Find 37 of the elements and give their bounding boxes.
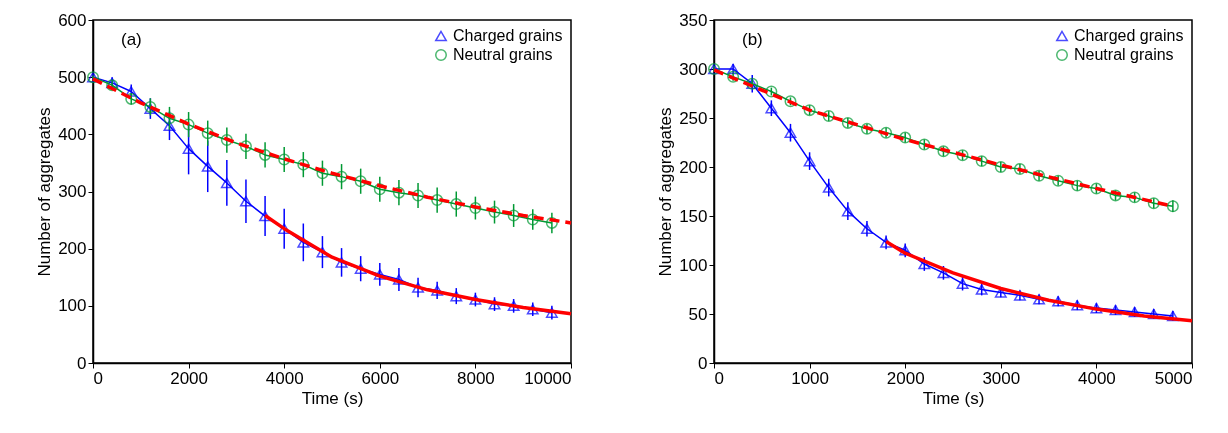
x-axis-title: Time (s) [922,388,985,408]
x-tick-label: 0 [93,368,103,388]
y-tick-label: 500 [58,67,87,87]
y-axis-title: Number of aggregates [35,107,55,277]
legend-label: Charged grains [1074,27,1184,44]
y-tick-label: 150 [679,206,708,226]
x-tick-label: 0 [714,368,724,388]
y-tick-label: 200 [58,239,87,259]
y-tick-label: 100 [58,296,87,316]
legend-label: Charged grains [453,27,563,44]
annotation: (a) [121,30,142,49]
x-tick-label: 10000 [524,368,572,388]
y-tick-label: 300 [679,59,708,79]
x-tick-label: 2000 [886,368,925,388]
annotation: (b) [742,30,763,49]
x-tick-label: 6000 [361,368,400,388]
y-tick-label: 0 [77,353,87,373]
legend-label: Neutral grains [453,46,553,63]
y-tick-label: 350 [679,10,708,30]
y-tick-label: 250 [679,108,708,128]
y-tick-label: 200 [679,157,708,177]
y-tick-label: 100 [679,255,708,275]
x-tick-label: 8000 [456,368,495,388]
x-tick-label: 5000 [1154,368,1193,388]
y-tick-label: 0 [698,353,708,373]
y-tick-label: 600 [58,10,87,30]
y-tick-label: 50 [688,304,708,324]
x-tick-label: 4000 [265,368,304,388]
x-tick-label: 4000 [1077,368,1116,388]
y-axis-title: Number of aggregates [656,107,676,277]
y-tick-label: 300 [58,182,87,201]
legend-label: Neutral grains [1074,46,1174,63]
x-tick-label: 3000 [982,368,1021,388]
x-tick-label: 2000 [170,368,209,388]
x-axis-title: Time (s) [301,388,364,408]
y-tick-label: 400 [58,124,87,144]
x-tick-label: 1000 [791,368,830,388]
